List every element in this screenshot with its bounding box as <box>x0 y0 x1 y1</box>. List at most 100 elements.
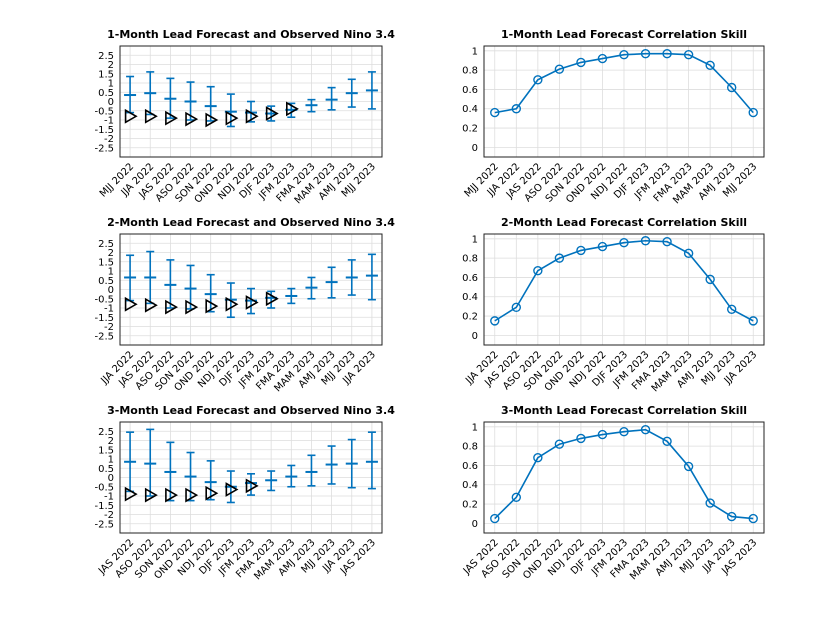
skill-point <box>576 433 586 444</box>
y-tick-label: 1 <box>108 267 114 278</box>
y-tick-label: -2 <box>104 134 114 145</box>
skill-point <box>705 498 715 508</box>
skill-point <box>597 53 608 64</box>
y-tick-label: 0.5 <box>98 464 114 475</box>
observed-marker <box>265 106 279 121</box>
skill-point <box>726 82 737 93</box>
axes-frame <box>483 421 765 534</box>
y-tick-label: 0 <box>472 519 478 530</box>
forecast-panel: 2-Month Lead Forecast and Observed Nino … <box>94 216 395 394</box>
y-tick-label: 2.5 <box>98 239 114 250</box>
y-tick-label: -1.5 <box>94 313 114 324</box>
observed-marker <box>245 295 259 310</box>
axes-frame <box>483 45 765 158</box>
y-tick-label: 1 <box>108 455 114 466</box>
skill-point <box>490 513 500 524</box>
skill-point <box>726 304 737 314</box>
y-tick-label: 0.5 <box>98 88 114 99</box>
y-tick-label: -2.5 <box>94 519 114 530</box>
observed-marker <box>205 298 219 314</box>
skill-panel: 2-Month Lead Forecast Correlation Skill 1… <box>462 216 765 394</box>
skill-point <box>640 425 651 435</box>
observed-marker <box>225 110 239 126</box>
skill-line <box>494 52 754 114</box>
observed-marker <box>265 291 279 307</box>
skill-point <box>619 237 629 248</box>
y-tick-label: -1 <box>104 116 114 127</box>
y-tick-label: -2.5 <box>94 331 114 342</box>
axes-frame <box>119 45 383 158</box>
y-tick-label: 1 <box>472 46 478 57</box>
y-tick-label: 2.5 <box>98 427 114 438</box>
y-tick-label: 0.6 <box>462 85 478 96</box>
y-tick-label: 1.5 <box>98 257 114 268</box>
skill-point <box>705 60 715 71</box>
observed-marker <box>205 112 219 128</box>
y-tick-label: -1.5 <box>94 125 114 136</box>
y-tick-label: 0 <box>472 331 478 342</box>
observed-marker <box>144 487 158 503</box>
y-tick-label: 0.8 <box>462 66 478 77</box>
observed-marker <box>185 299 199 315</box>
y-tick-label: 1.5 <box>98 445 114 456</box>
skill-point <box>683 461 694 472</box>
skill-panel: 3-Month Lead Forecast Correlation Skill 1… <box>461 404 765 582</box>
y-tick-label: -2 <box>104 510 114 521</box>
skill-point <box>576 57 586 68</box>
skill-point <box>662 49 672 59</box>
y-tick-label: 2.5 <box>98 51 114 62</box>
skill-point <box>490 316 500 326</box>
skill-point <box>533 453 543 463</box>
observed-marker <box>165 487 178 503</box>
y-tick-label: 0.8 <box>462 442 478 453</box>
chart-title: 2-Month Lead Forecast Correlation Skill <box>501 216 747 229</box>
skill-point <box>748 107 758 118</box>
skill-point <box>640 49 651 59</box>
skill-panel: 1-Month Lead Forecast Correlation Skill 1… <box>462 28 765 206</box>
y-tick-label: 0.4 <box>462 104 478 115</box>
y-tick-label: 0.2 <box>462 124 478 135</box>
observed-marker <box>185 487 199 503</box>
y-tick-label: -0.5 <box>94 294 114 305</box>
y-tick-label: 0.6 <box>462 461 478 472</box>
y-tick-label: -1 <box>104 492 114 503</box>
observed-marker <box>286 101 299 117</box>
observed-marker <box>124 296 138 312</box>
y-tick-label: 0.2 <box>462 500 478 511</box>
y-tick-label: 1.5 <box>98 69 114 80</box>
y-tick-label: -0.5 <box>94 106 114 117</box>
y-tick-label: 2 <box>108 436 114 447</box>
observed-marker <box>225 482 239 497</box>
y-tick-label: 1 <box>472 234 478 245</box>
skill-line <box>494 428 754 520</box>
skill-point <box>511 104 522 114</box>
y-tick-label: -1.5 <box>94 501 114 512</box>
y-tick-label: -1 <box>104 304 114 315</box>
y-tick-label: 0.8 <box>462 254 478 265</box>
observed-marker <box>245 108 259 124</box>
y-tick-label: 1 <box>108 79 114 90</box>
observed-marker <box>124 108 138 124</box>
y-tick-label: 1 <box>472 422 478 433</box>
y-tick-label: 0.5 <box>98 276 114 287</box>
skill-point <box>597 429 608 440</box>
skill-point <box>726 511 737 522</box>
observed-marker <box>165 110 178 126</box>
y-tick-label: 0.6 <box>462 273 478 284</box>
y-tick-label: 0.2 <box>462 312 478 323</box>
observed-marker <box>144 297 158 313</box>
y-tick-label: 0.4 <box>462 292 478 303</box>
skill-point <box>533 265 543 276</box>
y-tick-label: -0.5 <box>94 482 114 493</box>
skill-point <box>490 107 500 118</box>
axes-frame <box>483 233 765 346</box>
chart-title: 1-Month Lead Forecast Correlation Skill <box>501 28 747 41</box>
skill-point <box>683 49 694 60</box>
skill-point <box>511 302 522 313</box>
axes-frame <box>119 421 383 534</box>
axes-frame <box>119 233 383 346</box>
y-tick-label: -2 <box>104 322 114 333</box>
observed-marker <box>144 108 158 124</box>
y-tick-label: 0 <box>108 285 114 296</box>
